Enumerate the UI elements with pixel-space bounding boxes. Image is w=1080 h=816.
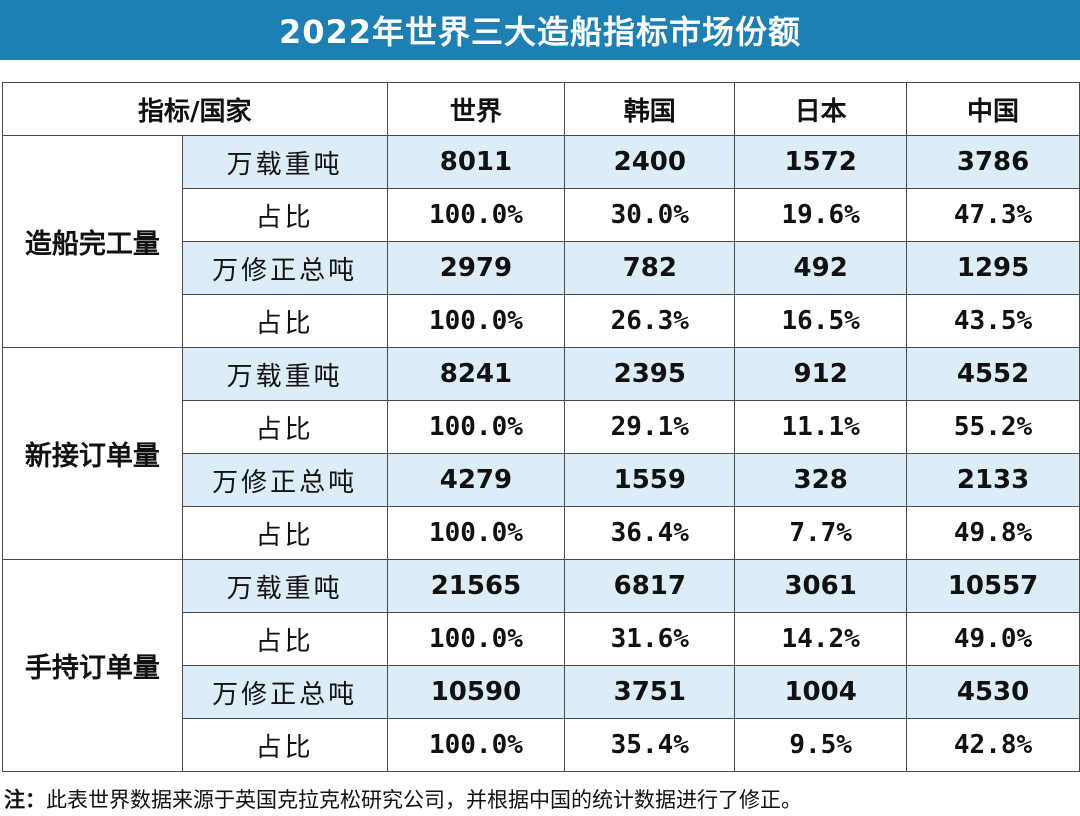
column-header-china: 中国 [906,82,1080,136]
value-cell-korea: 1559 [564,453,736,507]
value-cell-korea: 36.4% [564,506,736,560]
value-cell-world: 21565 [386,559,566,613]
value-cell-china: 4530 [906,665,1080,719]
value-cell-japan: 7.7% [734,506,908,560]
value-cell-japan: 1004 [734,665,908,719]
metric-label: 万载重吨 [181,559,388,613]
value-cell-china: 47.3% [906,188,1080,242]
metric-label: 万载重吨 [181,135,388,189]
value-cell-world: 4279 [386,453,566,507]
group-label: 造船完工量 [2,135,183,348]
metric-label: 万修正总吨 [181,665,388,719]
metric-label: 占比 [181,612,388,666]
corner-header: 指标/国家 [2,82,388,136]
table-row: 手持订单量 万载重吨 21565 6817 3061 10557 [2,559,1080,772]
table-title: 2022年世界三大造船指标市场份额 [278,13,802,51]
metric-label: 占比 [181,506,388,560]
value-cell-china: 49.8% [906,506,1080,560]
value-cell-china: 49.0% [906,612,1080,666]
table-row: 占比 100.0% 26.3% 16.5% 43.5% [3,294,1080,348]
value-cell-china: 10557 [906,559,1080,613]
footnote-label: 注： [4,788,46,812]
value-cell-world: 100.0% [386,400,566,454]
value-cell-korea: 782 [564,241,736,295]
value-cell-world: 8011 [386,135,566,189]
metric-label: 万修正总吨 [181,241,388,295]
table-row: 万修正总吨 2979 782 492 1295 [3,241,1080,295]
table-row: 新接订单量 万载重吨 8241 2395 912 4552 [2,347,1080,560]
table-row: 万修正总吨 10590 3751 1004 4530 [3,665,1080,719]
value-cell-world: 100.0% [386,718,566,772]
metric-label: 占比 [181,294,388,348]
table-row: 占比 100.0% 29.1% 11.1% 55.2% [3,400,1080,454]
header-row: 指标/国家 世界 韩国 日本 中国 [2,82,1080,136]
group-label: 手持订单量 [2,559,183,772]
value-cell-china: 2133 [906,453,1080,507]
value-cell-japan: 14.2% [734,612,908,666]
value-cell-world: 100.0% [386,294,566,348]
value-cell-korea: 35.4% [564,718,736,772]
value-cell-korea: 26.3% [564,294,736,348]
value-cell-japan: 912 [734,347,908,401]
value-cell-japan: 3061 [734,559,908,613]
value-cell-world: 100.0% [386,506,566,560]
value-cell-china: 42.8% [906,718,1080,772]
value-cell-china: 3786 [906,135,1080,189]
value-cell-world: 2979 [386,241,566,295]
table-row: 造船完工量 万载重吨 8011 2400 1572 3786 [2,135,1080,348]
value-cell-korea: 31.6% [564,612,736,666]
footnote: 注：此表世界数据来源于英国克拉克松研究公司，并根据中国的统计数据进行了修正。 [4,784,802,814]
value-cell-world: 100.0% [386,612,566,666]
table-row: 占比 100.0% 36.4% 7.7% 49.8% [3,506,1080,560]
value-cell-china: 43.5% [906,294,1080,348]
value-cell-japan: 492 [734,241,908,295]
table-row: 占比 100.0% 35.4% 9.5% 42.8% [3,718,1080,772]
metric-label: 万修正总吨 [181,453,388,507]
value-cell-korea: 6817 [564,559,736,613]
column-header-world: 世界 [386,82,566,136]
value-cell-korea: 2395 [564,347,736,401]
value-cell-japan: 328 [734,453,908,507]
value-cell-world: 8241 [386,347,566,401]
metric-label: 占比 [181,718,388,772]
value-cell-japan: 11.1% [734,400,908,454]
column-header-korea: 韩国 [564,82,736,136]
value-cell-japan: 16.5% [734,294,908,348]
value-cell-world: 100.0% [386,188,566,242]
value-cell-korea: 2400 [564,135,736,189]
table-row: 万修正总吨 4279 1559 328 2133 [3,453,1080,507]
metric-label: 万载重吨 [181,347,388,401]
value-cell-china: 1295 [906,241,1080,295]
title-bar: 2022年世界三大造船指标市场份额 [0,0,1080,60]
metric-label: 占比 [181,188,388,242]
value-cell-korea: 3751 [564,665,736,719]
value-cell-korea: 29.1% [564,400,736,454]
group-label: 新接订单量 [2,347,183,560]
value-cell-china: 55.2% [906,400,1080,454]
value-cell-world: 10590 [386,665,566,719]
value-cell-japan: 9.5% [734,718,908,772]
value-cell-korea: 30.0% [564,188,736,242]
footnote-text: 此表世界数据来源于英国克拉克松研究公司，并根据中国的统计数据进行了修正。 [46,788,802,812]
column-header-japan: 日本 [734,82,908,136]
value-cell-japan: 1572 [734,135,908,189]
market-share-table: 指标/国家 世界 韩国 日本 中国 造船完工量 万载重吨 8011 2400 1572 3… [2,82,1080,772]
value-cell-japan: 19.6% [734,188,908,242]
metric-label: 占比 [181,400,388,454]
value-cell-china: 4552 [906,347,1080,401]
